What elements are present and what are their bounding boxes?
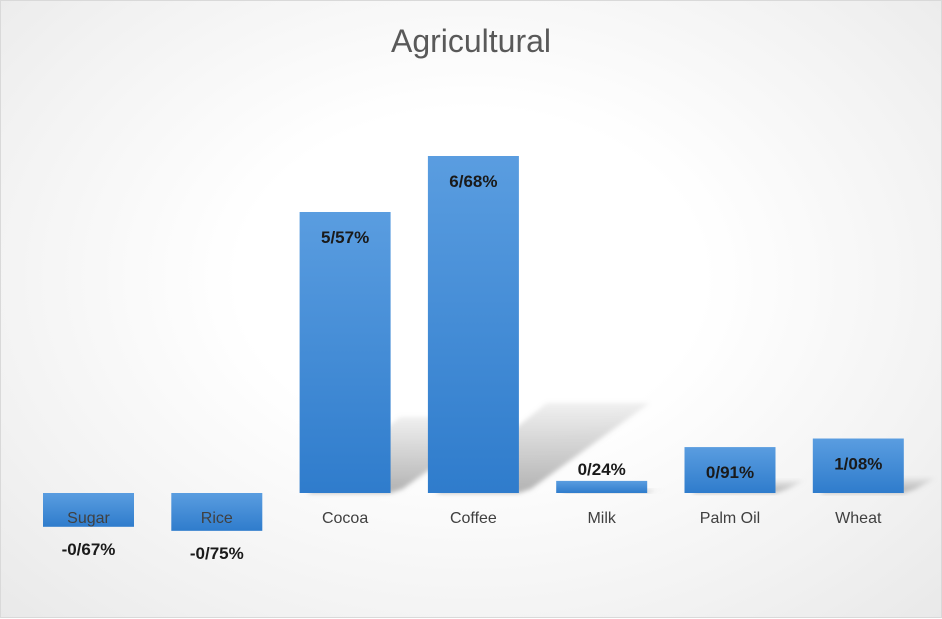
value-label-rice: -0/75% <box>190 544 244 563</box>
value-label-cocoa: 5/57% <box>321 228 369 247</box>
category-labels: Sugar Rice Cocoa Coffee Milk Palm Oil Wheat <box>67 510 882 527</box>
bar-rice <box>171 493 263 531</box>
category-label-milk: Milk <box>587 510 616 527</box>
category-label-rice: Rice <box>201 510 233 527</box>
bar-milk <box>556 480 648 493</box>
value-label-wheat: 1/08% <box>834 455 882 474</box>
value-label-milk: 0/24% <box>578 460 626 479</box>
value-labels: -0/67% -0/75% 5/57% 6/68% 0/24% 0/91% 1/08% <box>62 172 883 563</box>
bar-cocoa <box>299 211 391 493</box>
value-label-palm-oil: 0/91% <box>706 463 754 482</box>
value-label-coffee: 6/68% <box>449 172 497 191</box>
bar-coffee <box>427 156 519 493</box>
category-label-palm-oil: Palm Oil <box>700 510 760 527</box>
category-label-cocoa: Cocoa <box>322 510 368 527</box>
category-label-coffee: Coffee <box>450 510 497 527</box>
bar-palm-oil <box>684 447 776 493</box>
value-label-sugar: -0/67% <box>62 540 116 559</box>
category-label-wheat: Wheat <box>835 510 882 527</box>
bars <box>43 156 904 531</box>
chart-title: Agricultural <box>391 23 551 59</box>
bar-sugar <box>43 493 134 527</box>
category-label-sugar: Sugar <box>67 510 110 527</box>
bar-wheat <box>812 438 904 493</box>
